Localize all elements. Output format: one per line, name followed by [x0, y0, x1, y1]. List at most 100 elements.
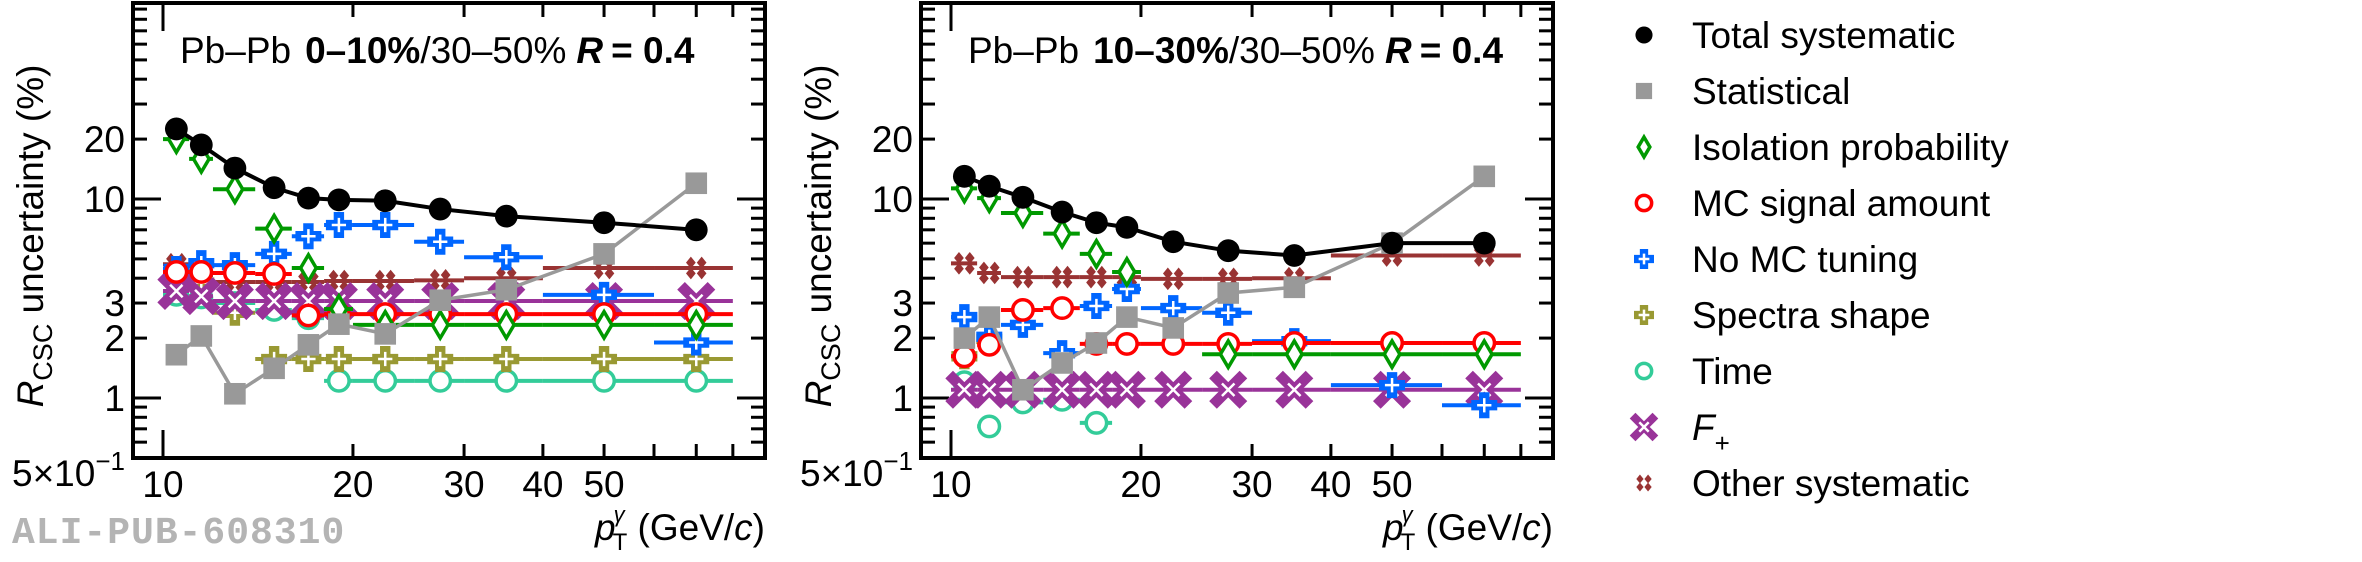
data-point-mcsig: [1114, 331, 1139, 356]
data-point-iso: [1117, 255, 1137, 289]
plot-frame: [131, 1, 767, 460]
data-point-mcsig: [164, 259, 189, 284]
legend-label: Other systematic: [1692, 463, 1970, 504]
data-point-mcsig: [1050, 296, 1075, 321]
legend-entry-fplus: F+: [1629, 407, 1730, 458]
data-point-spectra: [591, 346, 618, 373]
legend-entry-time: Time: [1634, 351, 1773, 392]
data-point-fplus: [215, 282, 254, 321]
data-point-fplus: [255, 282, 294, 321]
legend-label: MC signal amount: [1692, 183, 1991, 224]
legend-entry-total: Total systematic: [1635, 15, 1955, 56]
y-tick-label: 2: [892, 318, 913, 359]
panel-title: Pb–Pb 0–10%/30–50% R = 0.4: [180, 30, 695, 71]
y-tick-label: 5×10−1: [12, 446, 125, 494]
data-point-stat: [1012, 378, 1034, 401]
data-point-fplus: [1107, 370, 1146, 409]
data-point-stat: [297, 334, 320, 356]
data-point-mcsig: [189, 259, 214, 284]
data-point-iso: [1284, 337, 1305, 371]
data-point-other: [1086, 265, 1107, 289]
data-point-nomc: [325, 212, 352, 239]
data-point-total: [1282, 244, 1306, 267]
data-point-iso: [430, 308, 451, 342]
y-axis-title: RCSC uncertainty (%): [798, 65, 846, 408]
data-point-time: [684, 368, 709, 393]
legend-marker-total: [1635, 26, 1653, 44]
data-point-stat: [685, 172, 708, 195]
legend-label: No MC tuning: [1692, 239, 1918, 280]
data-point-total: [494, 204, 518, 228]
series-iso: [951, 171, 1521, 371]
legend-entry-nomc: No MC tuning: [1634, 239, 1918, 280]
x-tick-label: 40: [1310, 464, 1351, 505]
data-point-stat: [593, 243, 615, 265]
x-tick-label: 20: [332, 464, 373, 505]
data-point-total: [223, 156, 247, 180]
legend: Total systematic Statistical Isolation pro…: [1629, 15, 2009, 504]
data-point-other: [954, 251, 975, 275]
data-point-nomc: [427, 228, 454, 255]
data-point-mcsig: [222, 261, 247, 285]
x-axis-title: pγ T (GeV/c): [1382, 502, 1553, 556]
legend-marker-stat: [1635, 82, 1653, 100]
series-total: [164, 117, 708, 242]
data-point-spectra: [325, 346, 352, 373]
data-point-nomc: [1471, 392, 1498, 419]
data-point-total: [1115, 215, 1139, 239]
x-axis-ticks: [949, 3, 1523, 458]
legend-entry-spectra: Spectra shape: [1634, 295, 1931, 336]
data-point-time: [494, 368, 519, 393]
y-tick-label: 2: [104, 318, 125, 359]
panel-title: Pb–Pb 10–30%/30–50% R = 0.4: [968, 30, 1503, 71]
y-tick-label: 10: [872, 179, 913, 220]
legend-entry-other: Other systematic: [1636, 463, 1970, 504]
x-tick-label: 50: [1371, 464, 1412, 505]
data-point-stat: [1473, 165, 1496, 188]
data-point-mcsig: [262, 262, 287, 286]
x-tick-label: 10: [142, 464, 183, 505]
data-point-total: [1085, 211, 1108, 235]
data-point-other: [1012, 265, 1034, 289]
data-point-stat: [165, 343, 188, 366]
data-point-total: [327, 188, 351, 212]
legend-marker-other: [1636, 474, 1652, 492]
x-tick-label: 40: [522, 464, 563, 505]
data-point-total: [684, 218, 708, 242]
left-panel: 10 20 30 40 50 5×10−1 1 23 10 20 RCSC uncertainty …: [10, 1, 767, 556]
data-point-iso: [225, 172, 245, 206]
data-point-stat: [1116, 306, 1138, 328]
data-point-nomc: [372, 212, 399, 239]
data-point-fplus: [182, 277, 221, 316]
y-axis-ticks: [133, 7, 765, 460]
x-tick-label: 30: [1231, 464, 1272, 505]
legend-marker-fplus: [1629, 412, 1659, 442]
x-axis-title: pγ T (GeV/c): [594, 502, 765, 556]
data-point-total: [262, 176, 286, 200]
legend-entry-iso: Isolation probability: [1636, 127, 2009, 168]
y-axis-ticks: [921, 7, 1553, 460]
data-point-other: [979, 261, 1000, 285]
data-point-iso: [1086, 237, 1107, 271]
data-point-mcsig: [977, 332, 1002, 357]
data-point-total: [1050, 200, 1074, 224]
data-point-mcsig: [1010, 297, 1035, 322]
series-total: [952, 164, 1496, 267]
legend-label: F+: [1692, 407, 1730, 458]
legend-label: Isolation probability: [1692, 127, 2009, 168]
data-point-fplus: [1275, 370, 1314, 409]
data-point-stat: [429, 289, 452, 312]
data-point-total: [1216, 239, 1240, 263]
data-point-other: [685, 256, 707, 280]
legend-entry-stat: Statistical: [1635, 71, 1850, 112]
data-point-fplus: [1077, 370, 1116, 409]
data-point-other: [328, 269, 350, 293]
data-point-total: [1011, 185, 1035, 209]
data-point-stat: [1051, 352, 1073, 374]
data-point-stat: [1162, 317, 1185, 339]
y-tick-label: 1: [104, 378, 125, 419]
data-point-iso: [1382, 337, 1402, 371]
data-point-fplus: [970, 370, 1009, 409]
data-point-fplus: [1043, 370, 1082, 409]
